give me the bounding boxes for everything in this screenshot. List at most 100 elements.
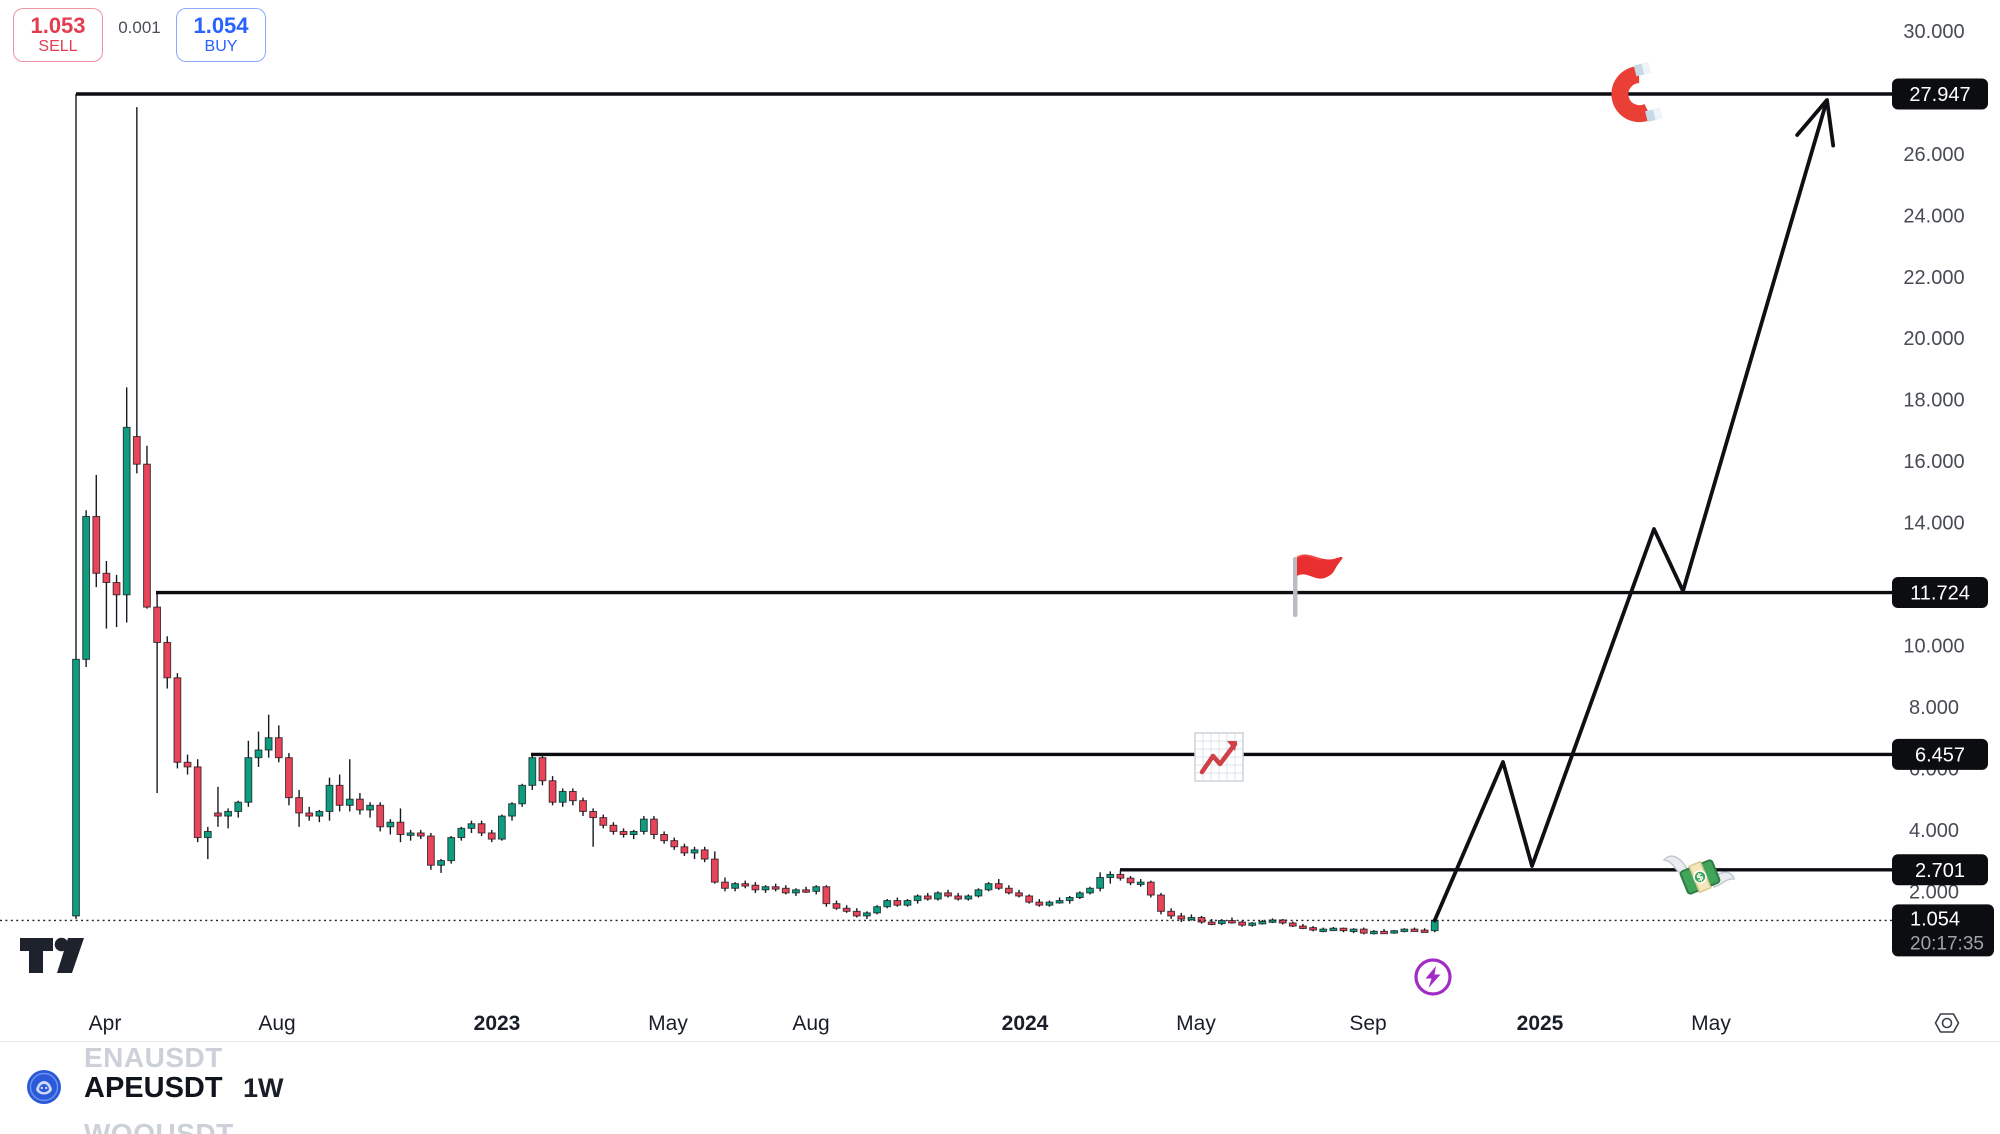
time-axis[interactable]: Apr Aug 2023 May Aug 2024 May Sep 2025 May bbox=[89, 1012, 1732, 1035]
candle-down bbox=[802, 889, 810, 893]
candle-up bbox=[883, 900, 892, 908]
level-price-label bbox=[1892, 78, 1988, 110]
candle-up bbox=[467, 823, 476, 829]
candle-up bbox=[792, 889, 800, 894]
candle-down bbox=[589, 810, 598, 819]
candle-up bbox=[690, 849, 699, 854]
candle-down bbox=[183, 761, 192, 768]
time-tick: May bbox=[1176, 1012, 1216, 1035]
chart-increasing-emoji[interactable] bbox=[1194, 732, 1244, 782]
candle-down bbox=[1116, 873, 1125, 879]
candle-down bbox=[781, 887, 790, 894]
level-price-label bbox=[1892, 738, 1988, 770]
symbol-picker: ENAUSDT APEUSDT 1W WOOUSDT bbox=[0, 1042, 420, 1134]
candle-up bbox=[325, 784, 334, 812]
axis-settings-icon[interactable] bbox=[1932, 1008, 1962, 1038]
lightning-circle-emoji[interactable] bbox=[1414, 958, 1452, 996]
sell-button[interactable]: 1.053 SELL bbox=[13, 8, 103, 62]
candle-up bbox=[234, 801, 243, 812]
price-axis[interactable]: 30.000 26.000 24.000 22.000 20.000 18.000 16.0… bbox=[1892, 21, 1994, 957]
candle-up bbox=[254, 749, 263, 759]
candles-series bbox=[72, 94, 1439, 935]
symbol-item-next[interactable]: WOOUSDT bbox=[84, 1118, 234, 1134]
level-price-label bbox=[1892, 854, 1988, 886]
candle-down bbox=[416, 832, 425, 837]
candle-down bbox=[680, 846, 689, 854]
candle-up bbox=[964, 895, 973, 900]
candle-up bbox=[1329, 927, 1338, 932]
candle-down bbox=[822, 886, 831, 905]
level-price-label bbox=[1892, 577, 1988, 609]
candle-up bbox=[1045, 901, 1054, 906]
time-tick: 2023 bbox=[474, 1012, 521, 1035]
price-tick: 18.000 bbox=[1903, 390, 1964, 412]
candle-up bbox=[913, 895, 922, 902]
candle-down bbox=[852, 910, 861, 917]
candle-up bbox=[518, 784, 527, 805]
candle-up bbox=[457, 827, 466, 839]
projection-trendline[interactable] bbox=[1432, 99, 1829, 923]
magnet-emoji[interactable] bbox=[1611, 62, 1663, 127]
buy-button[interactable]: 1.054 BUY bbox=[176, 8, 266, 62]
candle-down bbox=[295, 797, 303, 814]
candle-up bbox=[72, 658, 80, 917]
candle-up bbox=[1268, 919, 1277, 923]
candle-down bbox=[579, 800, 587, 812]
candle-down bbox=[143, 463, 151, 608]
candle-down bbox=[538, 757, 547, 782]
time-tick: May bbox=[648, 1012, 688, 1035]
buy-price: 1.054 bbox=[193, 13, 249, 39]
candle-up bbox=[1187, 916, 1196, 921]
candle-down bbox=[214, 812, 222, 817]
price-tick: 8.000 bbox=[1909, 697, 1959, 719]
candle-down bbox=[285, 757, 293, 799]
level-price-text: 6.457 bbox=[1915, 744, 1965, 766]
candle-up bbox=[639, 818, 648, 832]
candle-down bbox=[923, 895, 932, 900]
candle-down bbox=[660, 834, 669, 842]
candle-down bbox=[1177, 915, 1186, 920]
interval-label[interactable]: 1W bbox=[243, 1073, 284, 1103]
candle-up bbox=[122, 426, 131, 596]
price-tick: 10.000 bbox=[1903, 636, 1964, 658]
tradingview-watermark bbox=[20, 937, 84, 973]
time-tick: Aug bbox=[792, 1012, 829, 1035]
sell-price: 1.053 bbox=[30, 13, 86, 39]
candle-down bbox=[173, 677, 182, 763]
candle-down bbox=[193, 766, 202, 839]
candle-up bbox=[812, 886, 821, 892]
candle-down bbox=[650, 818, 658, 836]
candle-down bbox=[1309, 927, 1317, 931]
candle-up bbox=[558, 790, 567, 803]
level-lines[interactable] bbox=[76, 92, 1896, 872]
candle-down bbox=[1035, 901, 1044, 906]
candle-down bbox=[944, 892, 952, 897]
time-tick: 2025 bbox=[1517, 1012, 1564, 1035]
candle-down bbox=[92, 515, 101, 574]
candle-up bbox=[1065, 896, 1074, 902]
candle-down bbox=[994, 883, 1003, 889]
red-flag-emoji[interactable] bbox=[1293, 554, 1343, 617]
candle-down bbox=[1015, 892, 1023, 897]
candle-down bbox=[771, 886, 780, 890]
candle-down bbox=[163, 641, 172, 679]
time-tick: May bbox=[1691, 1012, 1731, 1035]
candle-up bbox=[528, 757, 537, 786]
candle-up bbox=[315, 810, 324, 817]
time-tick: Sep bbox=[1349, 1012, 1386, 1035]
projection-arrowhead bbox=[1795, 98, 1836, 148]
apecoin-logo bbox=[27, 1070, 61, 1104]
candle-down bbox=[1025, 895, 1034, 903]
candle-up bbox=[406, 832, 415, 836]
candle-down bbox=[477, 823, 486, 834]
symbol-item-prev[interactable]: ENAUSDT bbox=[84, 1042, 223, 1073]
candle-down bbox=[1278, 919, 1287, 924]
money-with-wings-emoji[interactable]: $ bbox=[1662, 855, 1735, 896]
candle-down bbox=[568, 790, 577, 802]
candle-down bbox=[741, 883, 750, 887]
candle-down bbox=[335, 784, 344, 806]
symbol-item-current[interactable]: APEUSDT bbox=[84, 1072, 223, 1104]
price-tick: 26.000 bbox=[1903, 144, 1964, 166]
candle-down bbox=[670, 840, 679, 848]
